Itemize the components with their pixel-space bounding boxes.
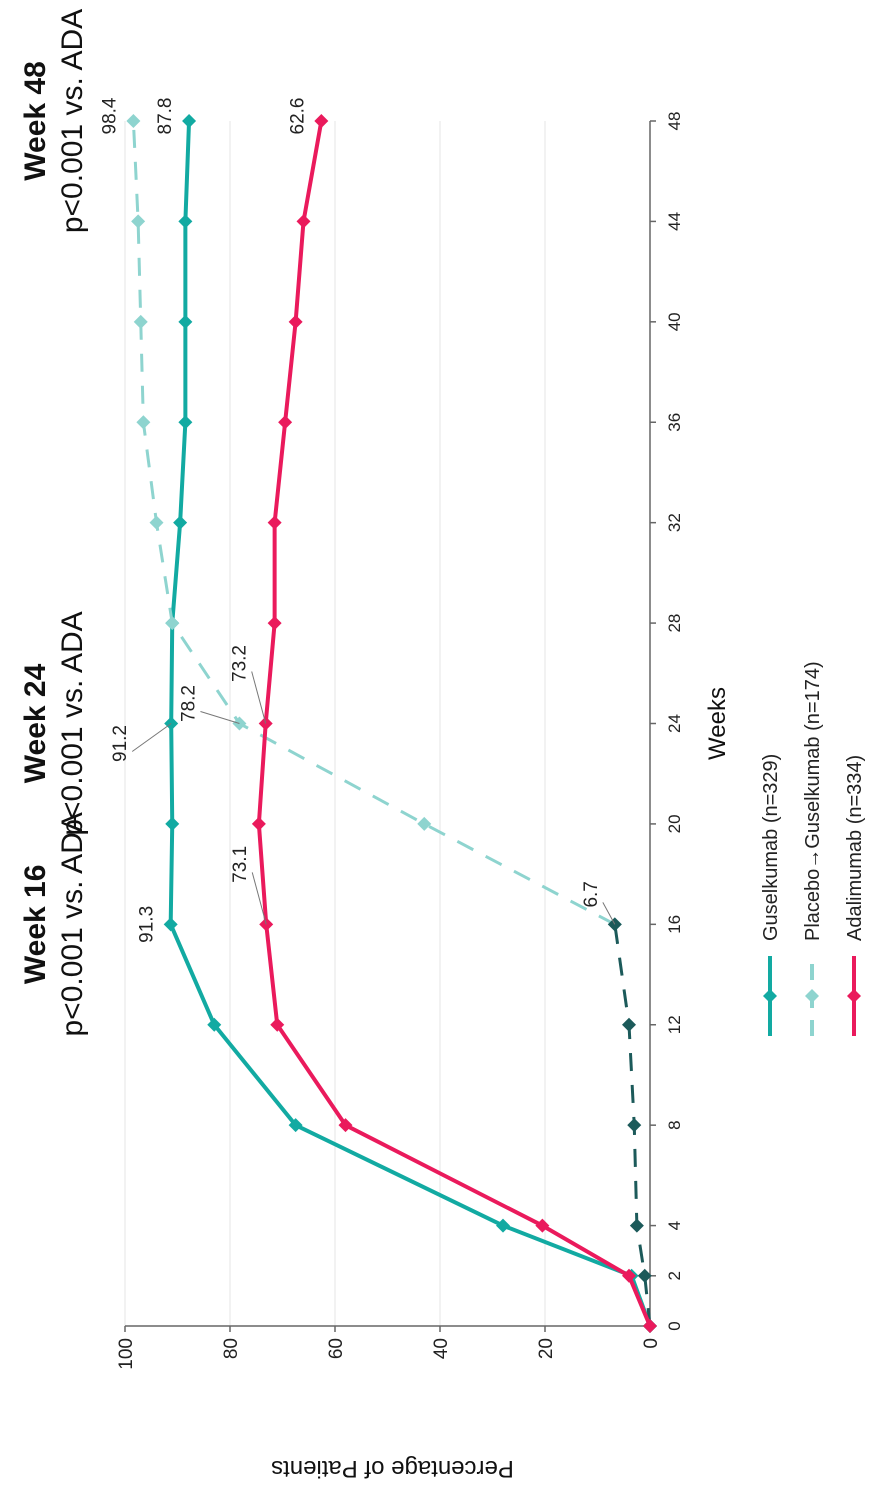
x-axis-title: Weeks <box>704 687 731 760</box>
legend-label: Guselkumab (n=329) <box>760 754 782 941</box>
x-tick-label: 2 <box>665 1271 684 1280</box>
legend-label: Adalimumab (n=334) <box>844 755 866 941</box>
x-tick-label: 48 <box>665 112 684 131</box>
x-tick-label: 20 <box>665 814 684 833</box>
data-point <box>178 214 193 229</box>
x-tick-label: 24 <box>665 714 684 733</box>
data-point <box>136 415 151 430</box>
x-tick-label: 36 <box>665 413 684 432</box>
data-point <box>288 314 303 329</box>
data-point <box>417 816 432 831</box>
data-point <box>165 816 180 831</box>
data-label: 62.6 <box>287 98 308 135</box>
data-label: 87.8 <box>155 98 176 135</box>
annotation-week: Week 24 <box>19 663 52 783</box>
y-tick-label: 100 <box>116 1338 137 1370</box>
data-point <box>126 114 141 128</box>
y-tick-label: 20 <box>536 1338 557 1359</box>
y-tick-label: 0 <box>641 1338 662 1349</box>
data-point <box>173 515 188 530</box>
x-tick-label: 16 <box>665 915 684 934</box>
x-tick-label: 28 <box>665 614 684 633</box>
series-line-2 <box>613 924 652 1327</box>
data-label: 78.2 <box>178 685 199 722</box>
data-point <box>288 1118 303 1133</box>
data-point <box>535 1218 550 1233</box>
data-label-leader <box>251 872 267 925</box>
plot-area: 020406080100024812162024283236404448Week… <box>19 9 866 1482</box>
data-point <box>178 314 193 329</box>
data-point <box>622 1017 636 1032</box>
legend-marker <box>763 989 777 1003</box>
x-tick-label: 12 <box>665 1015 684 1034</box>
x-tick-label: 44 <box>665 212 684 231</box>
data-point <box>637 1268 652 1283</box>
data-label: 6.7 <box>581 881 602 907</box>
x-tick-label: 4 <box>665 1221 684 1230</box>
legend-label: Placebo→Guselkumab (n=174) <box>802 661 824 941</box>
data-point <box>149 515 164 530</box>
data-label: 98.4 <box>99 97 120 134</box>
annotation-week: Week 16 <box>19 865 52 985</box>
data-point <box>267 616 282 631</box>
series-line-1 <box>131 120 616 926</box>
data-point <box>627 1118 642 1133</box>
data-point <box>270 1017 285 1032</box>
x-tick-label: 0 <box>665 1321 684 1330</box>
data-point <box>338 1118 353 1133</box>
series-line-0 <box>168 120 652 1327</box>
data-point <box>182 114 197 128</box>
x-tick-label: 32 <box>665 513 684 532</box>
data-point <box>165 616 180 631</box>
y-axis-title: Percentage of Patients <box>271 1455 514 1482</box>
data-point <box>496 1218 510 1233</box>
data-label-leader <box>131 723 172 752</box>
series-line-3 <box>256 120 652 1327</box>
data-point <box>278 415 293 430</box>
data-point <box>643 1319 657 1333</box>
data-label-leader <box>251 671 267 724</box>
data-point <box>622 1268 636 1283</box>
y-tick-label: 40 <box>431 1338 452 1359</box>
data-label: 91.2 <box>110 725 131 762</box>
data-label: 73.1 <box>230 846 251 883</box>
data-point <box>296 214 311 229</box>
data-point <box>629 1218 644 1233</box>
data-point <box>133 314 148 329</box>
annotation-pvalue: p<0.001 vs. ADA <box>56 812 89 1036</box>
annotation-pvalue: p<0.001 vs. ADA <box>56 9 89 233</box>
data-label: 73.2 <box>230 645 251 682</box>
data-point <box>267 515 282 530</box>
data-label-leader <box>200 711 240 724</box>
legend-marker <box>847 989 861 1003</box>
data-point <box>251 816 266 831</box>
data-point <box>131 214 146 229</box>
data-point <box>314 114 329 128</box>
annotation-week: Week 48 <box>19 61 52 181</box>
x-tick-label: 40 <box>665 312 684 331</box>
x-tick-label: 8 <box>665 1120 684 1129</box>
y-tick-label: 80 <box>221 1338 242 1359</box>
data-label-leader <box>602 902 616 925</box>
legend-marker <box>805 989 819 1003</box>
data-point <box>163 917 178 932</box>
annotation-pvalue: p<0.001 vs. ADA <box>56 611 89 835</box>
data-point <box>207 1017 222 1032</box>
y-tick-label: 60 <box>326 1338 347 1359</box>
data-point <box>178 415 193 430</box>
data-label: 91.3 <box>137 906 158 943</box>
